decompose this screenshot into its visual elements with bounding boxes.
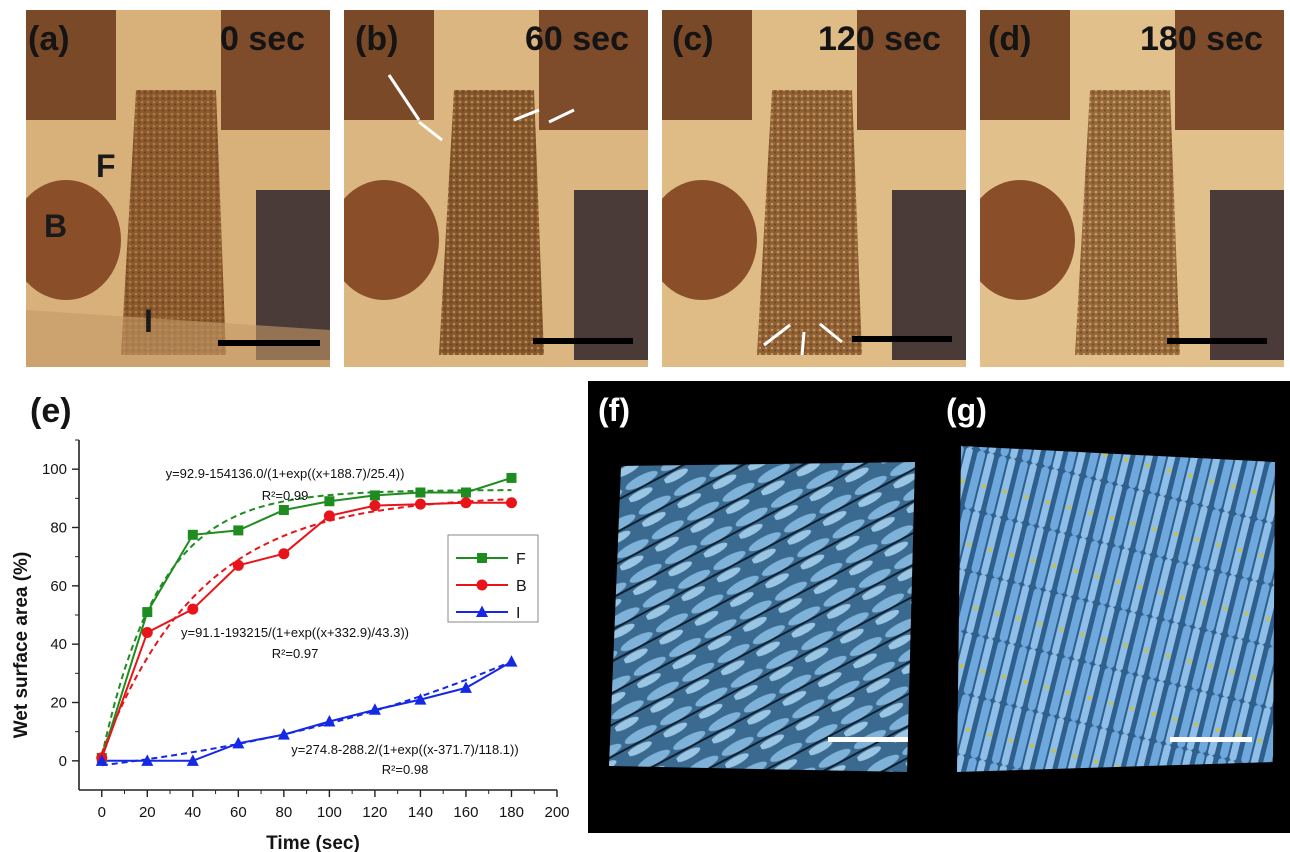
y-tick-label: 20: [50, 695, 67, 712]
legend-label-b: B: [516, 578, 527, 595]
x-tick-label: 40: [184, 804, 201, 821]
y-tick-label: 60: [50, 578, 67, 595]
fit-r2-i: R²=0.98: [382, 762, 429, 777]
x-tick-label: 20: [139, 804, 156, 821]
legend-marker-i: [476, 605, 488, 617]
series-line-i: [101, 660, 512, 762]
legend-marker-b: [476, 579, 488, 591]
chart-legend: FBI: [447, 534, 539, 623]
scale-bar: [852, 336, 952, 342]
data-point-i: [95, 754, 108, 766]
wet-area-chart: (e) 0 20 40 60 80 100 120 140 160 180 200 0 20 40 60 80…: [11, 392, 570, 852]
region-label-f: F: [96, 148, 116, 184]
data-point-f: [278, 505, 289, 515]
data-point-f: [142, 607, 153, 618]
micrograph-f: [607, 458, 917, 774]
data-point-i: [459, 681, 472, 693]
arrow-icon: [763, 322, 843, 356]
x-tick-label: 60: [230, 804, 247, 821]
fit-r2-f: R²=0.99: [262, 488, 309, 503]
panel-label-a: (a): [28, 20, 70, 58]
panel-label-e: (e): [30, 392, 72, 430]
fit-curve-i: [101, 660, 512, 767]
legend-label-i: I: [516, 605, 520, 622]
data-point-f: [324, 496, 335, 507]
series-line-b: [100, 501, 512, 759]
fit-curve-f: [100, 489, 512, 757]
fit-equation-f: y=92.9-154136.0/(1+exp((x+188.7)/25.4)): [166, 466, 405, 481]
x-axis-label: Time (sec): [266, 833, 360, 852]
legend-box: [447, 534, 539, 623]
data-point-i: [368, 703, 381, 715]
data-point-b: [505, 497, 517, 509]
photo-panel-c: [662, 10, 966, 367]
data-point-b: [278, 548, 290, 560]
x-tick-label: 200: [544, 804, 569, 821]
panel-label-f: (f): [598, 392, 630, 428]
data-point-f: [415, 487, 426, 498]
panel-label-g: (g): [946, 392, 987, 428]
scale-bar: [533, 338, 633, 344]
region-label-i: I: [144, 303, 153, 339]
legend-marker-f: [477, 553, 487, 563]
photo-panel-b: [344, 10, 648, 367]
data-point-i: [323, 714, 336, 727]
data-point-i: [277, 728, 290, 740]
data-point-b: [187, 603, 199, 615]
data-point-f: [187, 529, 198, 540]
series-markers: [95, 472, 518, 766]
data-point-i: [186, 754, 199, 766]
photo-panel-a: [26, 10, 330, 367]
series-line-f: [100, 476, 512, 759]
series-lines: [100, 476, 512, 762]
panel-label-d: (d): [988, 20, 1032, 58]
scale-bar: [1167, 338, 1267, 344]
photo-panel-d: [980, 10, 1284, 367]
data-point-b: [414, 498, 426, 510]
x-tick-label: 0: [98, 804, 106, 821]
x-tick-label: 160: [453, 804, 478, 821]
data-point-i: [232, 736, 245, 749]
data-point-i: [414, 693, 427, 705]
y-tick-label: 0: [59, 753, 67, 770]
data-point-f: [233, 525, 244, 536]
fit-r2-b: R²=0.97: [272, 646, 319, 661]
panel-label-b: (b): [355, 20, 399, 58]
fit-equation-b: y=91.1-193215/(1+exp((x+332.9)/43.3)): [181, 625, 409, 640]
x-tick-label: 180: [499, 804, 524, 821]
data-point-i: [505, 655, 518, 667]
y-axis-label: Wet surface area (%): [11, 552, 32, 739]
y-tick-label: 100: [42, 461, 67, 478]
data-point-b: [141, 627, 153, 638]
micrograph-g: [955, 444, 1280, 774]
scale-bar: [1170, 737, 1252, 742]
chart-axes: 0 20 40 60 80 100 120 140 160 180 200 0 20 40 60 80 100: [42, 439, 570, 821]
x-tick-label: 80: [276, 804, 293, 821]
panel-time-d: 180 sec: [1140, 20, 1263, 58]
x-tick-label: 120: [362, 804, 387, 821]
y-tick-label: 40: [50, 636, 67, 653]
data-point-f: [460, 487, 471, 498]
scale-bar: [218, 340, 320, 346]
data-point-b: [369, 500, 381, 512]
panel-time-a: 0 sec: [220, 20, 306, 58]
y-tick-label: 80: [50, 520, 67, 537]
data-point-i: [141, 754, 154, 766]
scale-bar: [828, 737, 908, 742]
fit-equations: y=92.9-154136.0/(1+exp((x+188.7)/25.4)) R…: [166, 466, 519, 777]
panel-label-c: (c): [672, 20, 714, 58]
panel-time-b: 60 sec: [525, 20, 629, 58]
legend-label-f: F: [516, 551, 526, 568]
fit-equation-i: y=274.8-288.2/(1+exp((x-371.7)/118.1)): [291, 742, 518, 757]
data-point-b: [232, 559, 244, 571]
data-point-f: [369, 490, 380, 501]
data-point-f: [506, 472, 517, 483]
x-tick-label: 100: [317, 804, 342, 821]
x-tick-label: 140: [408, 804, 433, 821]
region-label-b: B: [44, 208, 68, 244]
arrow-icon: [387, 74, 575, 142]
panel-time-c: 120 sec: [818, 20, 941, 58]
data-point-b: [460, 497, 472, 509]
data-point-b: [323, 510, 335, 522]
